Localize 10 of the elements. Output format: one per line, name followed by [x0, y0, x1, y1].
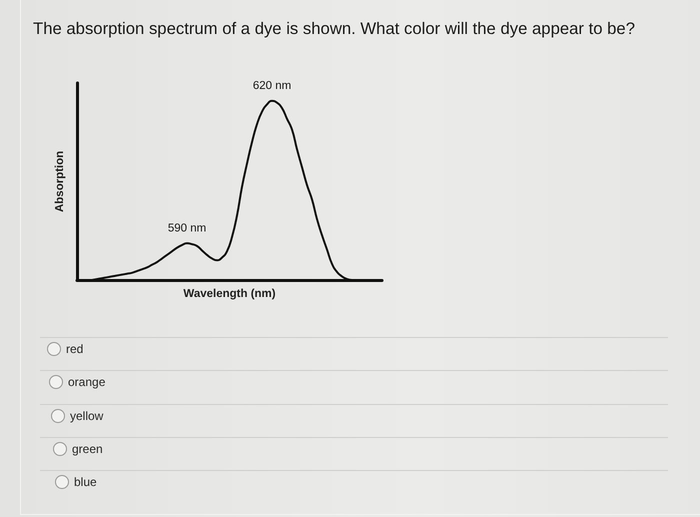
- text: green: [72, 442, 103, 456]
- annotation: 590 nm: [168, 222, 206, 234]
- text: orange: [68, 375, 106, 390]
- annotation: 620 nm: [252, 80, 292, 92]
- text: yellow: [70, 408, 104, 423]
- text: blue: [74, 475, 97, 490]
- y-axis-title: Absorption: [54, 150, 66, 212]
- x-axis-title: Wavelength (nm): [183, 288, 276, 300]
- text: red: [66, 342, 84, 356]
- chart-title: The absorption spectrum of a dye is shown. What color will the dye appear to be?: [33, 19, 635, 39]
